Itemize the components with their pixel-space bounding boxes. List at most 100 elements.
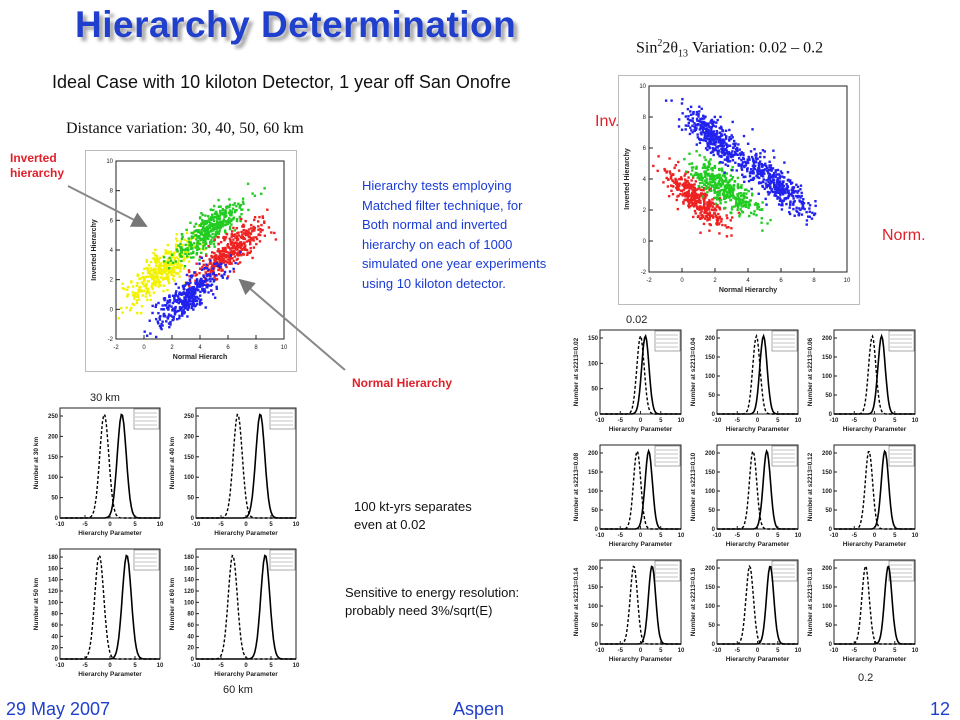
scatter-point xyxy=(170,273,174,276)
scatter-point xyxy=(244,244,247,247)
scatter-point xyxy=(669,175,673,179)
scatter-point xyxy=(765,179,768,182)
scatter-point xyxy=(199,294,202,297)
scatter-point xyxy=(730,134,733,137)
scatter-point xyxy=(724,178,728,182)
hist-frame xyxy=(716,559,799,645)
normal-curve xyxy=(600,448,681,530)
scatter-point xyxy=(143,330,146,333)
scatter-point xyxy=(752,160,755,163)
scatter-point xyxy=(210,254,213,258)
scatter-point xyxy=(748,202,751,205)
scatter-point xyxy=(222,254,226,258)
y-tick-label: 250 xyxy=(184,414,195,420)
scatter-point xyxy=(210,267,213,270)
scatter-point xyxy=(708,229,711,232)
scatter-point xyxy=(765,185,768,189)
scatter-point xyxy=(747,206,750,210)
scatter-point xyxy=(166,243,169,247)
scatter-point xyxy=(758,176,761,180)
y-tick-label: 150 xyxy=(705,585,716,591)
scatter-point xyxy=(710,167,713,171)
scatter-point xyxy=(135,299,139,302)
scatter-point xyxy=(747,189,750,193)
sin-histogram-panel: -10 -5 0 5 10 0 50 100 150 200 Hierarchy Parameter… xyxy=(687,556,802,673)
inverted-curve xyxy=(717,564,798,645)
scatter-point xyxy=(224,263,227,267)
footer-location: Aspen xyxy=(453,699,505,719)
scatter-point xyxy=(198,262,201,265)
scatter-point xyxy=(693,194,696,197)
x-tick-label: 0 xyxy=(142,345,146,351)
scatter-point xyxy=(766,190,770,194)
scatter-point xyxy=(203,244,206,247)
scatter-point xyxy=(171,261,175,264)
scatter-point xyxy=(719,160,722,164)
x-axis-label: Hierarchy Parameter xyxy=(609,656,673,663)
x-tick-label: 0 xyxy=(756,418,760,424)
scatter-point xyxy=(186,247,189,250)
scatter-point xyxy=(699,231,702,234)
scatter-point xyxy=(780,208,784,211)
scatter-point xyxy=(185,291,189,294)
scatter-point xyxy=(719,182,722,186)
scatter-point xyxy=(218,266,222,269)
scatter-point xyxy=(154,271,157,274)
scatter-point xyxy=(799,188,802,191)
scatter-point xyxy=(204,238,207,241)
scatter-point xyxy=(193,225,196,228)
scatter-point xyxy=(744,205,748,209)
scatter-point xyxy=(728,179,732,182)
scatter-point xyxy=(704,135,707,138)
scatter-point xyxy=(161,304,164,307)
scatter-point xyxy=(235,219,239,223)
scatter-point xyxy=(207,273,211,276)
scatter-point xyxy=(158,316,161,319)
scatter-point xyxy=(725,145,729,149)
scatter-point xyxy=(201,247,205,250)
scatter-point xyxy=(139,311,143,315)
x-tick-label: -10 xyxy=(830,648,839,654)
scatter-point xyxy=(228,221,231,224)
scatter-point xyxy=(202,235,206,238)
scatter-point xyxy=(181,248,185,251)
scatter-point xyxy=(689,184,693,187)
scatter-point xyxy=(209,284,213,287)
scatter-point xyxy=(689,204,692,208)
scatter-point xyxy=(721,145,724,148)
scatter-point xyxy=(706,173,709,176)
scatter-point xyxy=(208,262,211,265)
scatter-point xyxy=(709,158,712,161)
scatter-point xyxy=(740,164,743,168)
x-tick-label: 0 xyxy=(680,278,684,284)
scatter-point xyxy=(219,220,222,223)
scatter-point xyxy=(225,265,228,269)
scatter-point xyxy=(684,170,688,173)
scatter-point xyxy=(207,291,210,294)
scatter-point xyxy=(167,279,170,283)
scatter-point xyxy=(730,186,734,190)
arrow-inverted xyxy=(67,185,148,227)
scatter-point xyxy=(771,180,774,184)
scatter-point xyxy=(212,219,216,223)
distance-histogram-panel: -10 -5 0 5 10 0 20 40 60 80 100 120 140 160 180 Hierarc… xyxy=(30,545,164,688)
x-axis-label: Normal Hierarchy xyxy=(719,287,777,294)
scatter-point xyxy=(167,281,171,285)
y-tick-label: 0 xyxy=(191,657,195,663)
scatter-point xyxy=(757,162,761,165)
x-tick-label: -2 xyxy=(113,345,119,351)
y-tick-label: 50 xyxy=(591,387,598,393)
y-tick-label: 150 xyxy=(588,470,599,476)
scatter-point xyxy=(705,127,709,130)
scatter-point xyxy=(720,133,723,136)
scatter-point xyxy=(775,191,779,194)
scatter-point xyxy=(196,302,199,306)
scatter-point xyxy=(802,202,806,205)
sin-histogram-panel: -10 -5 0 5 10 0 50 100 150 200 Hierarchy Parameter… xyxy=(687,326,802,443)
scatter-point xyxy=(220,221,223,225)
y-tick-label: 6 xyxy=(110,218,114,224)
scatter-point xyxy=(235,235,239,238)
scatter-point xyxy=(120,307,123,310)
scatter-point xyxy=(219,205,222,208)
